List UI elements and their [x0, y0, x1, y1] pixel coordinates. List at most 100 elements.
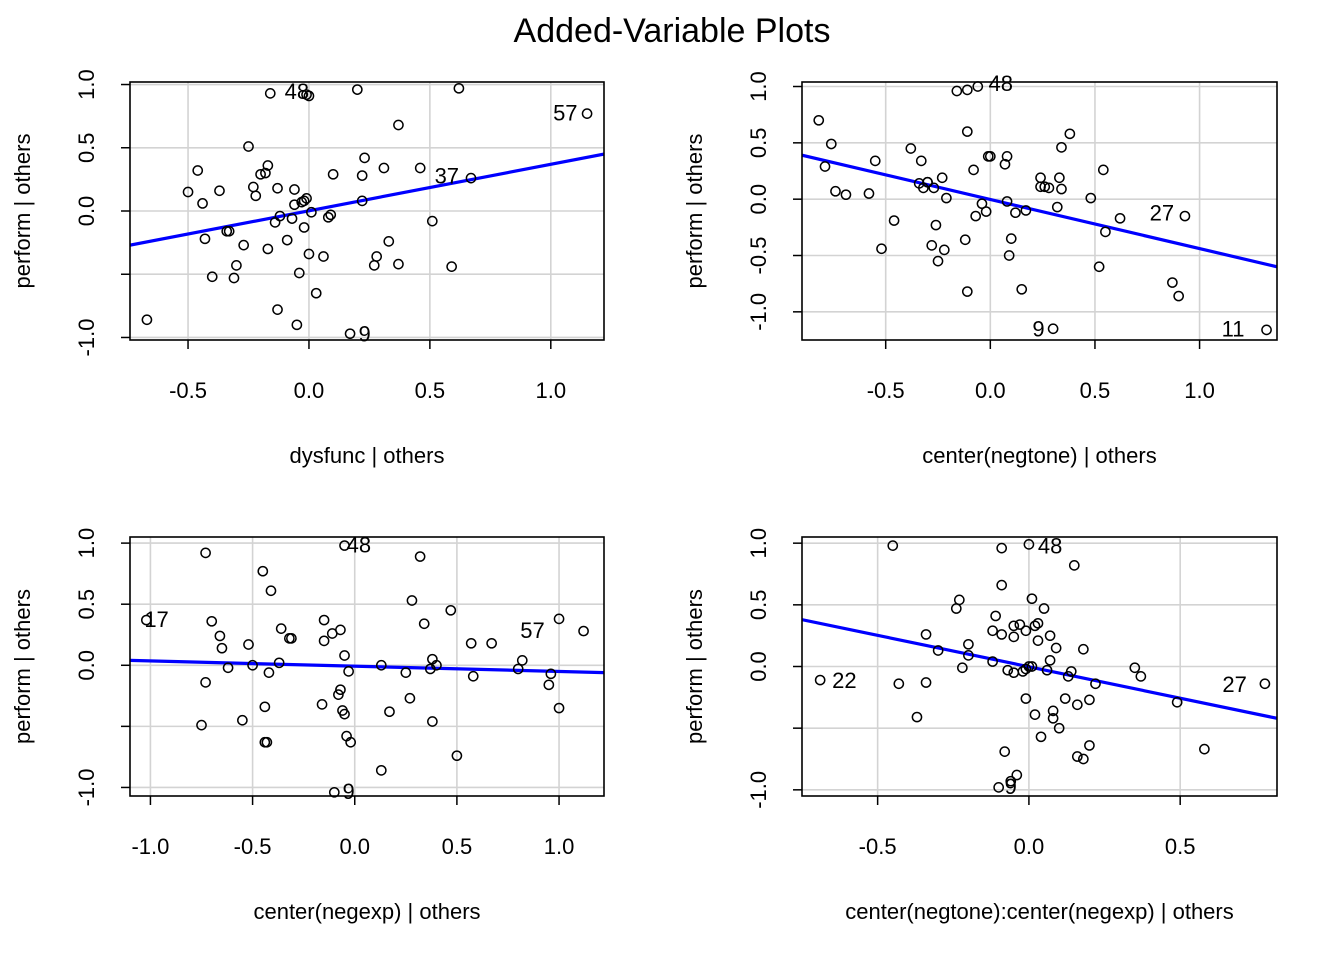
panel-4: 48 22 27 9 -0.5 0.0 0.5 -1.0 0.0 0.5 1.0 center(neg…: [682, 528, 1278, 924]
fit-line: [130, 658, 604, 675]
x-axis-label: center(negexp) | others: [253, 899, 480, 924]
point-label: 17: [144, 607, 168, 632]
x-tick-label: -1.0: [131, 834, 169, 859]
data-point: [257, 565, 269, 577]
data-point: [250, 190, 262, 202]
data-point: [298, 195, 310, 207]
data-point: [1032, 635, 1044, 646]
data-point: [941, 192, 952, 204]
data-point: [1038, 603, 1050, 614]
data-point: [996, 542, 1008, 554]
data-point: [406, 595, 418, 606]
data-point: [1011, 769, 1023, 781]
data-point: [922, 176, 933, 188]
data-point: [293, 267, 305, 279]
data-point: [1026, 593, 1038, 605]
data-point: [445, 604, 457, 616]
data-point: [339, 708, 350, 720]
data-point: [968, 164, 979, 176]
data-point: [265, 585, 277, 597]
data-point: [467, 670, 479, 682]
data-point: [1259, 678, 1271, 690]
data-point: [990, 610, 1001, 622]
data-point: [1199, 743, 1210, 755]
data-point: [214, 630, 226, 642]
data-point: [1129, 662, 1141, 674]
data-point: [961, 286, 973, 297]
plot-frame: [129, 536, 605, 797]
data-point: [222, 662, 234, 674]
data-point: [1078, 753, 1089, 765]
data-point: [318, 614, 330, 626]
data-point: [1056, 141, 1067, 153]
data-point: [1020, 205, 1032, 216]
data-point: [936, 172, 948, 184]
data-point: [1044, 630, 1056, 642]
data-point: [1167, 277, 1178, 288]
data-point: [1010, 207, 1021, 219]
data-point: [987, 656, 998, 667]
data-point: [325, 209, 337, 221]
data-point: [228, 272, 240, 284]
data-point: [928, 182, 940, 194]
y-tick-label: 1.0: [74, 528, 99, 559]
y-axis-label: perform | others: [682, 589, 707, 744]
y-tick-label: -0.5: [746, 237, 771, 275]
data-point: [819, 161, 831, 172]
data-point: [200, 677, 211, 688]
data-point: [905, 143, 917, 154]
data-point: [1071, 751, 1083, 762]
point-label: 27: [1222, 672, 1246, 697]
data-point: [993, 782, 1005, 793]
data-point: [414, 162, 426, 174]
data-point: [996, 579, 1008, 591]
x-tick-label: 0.0: [339, 834, 370, 859]
x-axis-label: center(negtone):center(negexp) | others: [845, 899, 1234, 924]
y-axis-label: perform | others: [682, 134, 707, 289]
data-point: [1064, 128, 1076, 140]
data-point: [206, 271, 218, 283]
data-point: [1005, 233, 1017, 244]
data-point: [231, 260, 242, 271]
data-point: [1005, 775, 1017, 787]
data-point: [1039, 181, 1051, 193]
data-point: [275, 623, 287, 634]
data-point: [516, 655, 528, 666]
data-point: [1020, 625, 1032, 637]
x-axis-label: center(negtone) | others: [922, 443, 1156, 468]
y-tick-label: 0.5: [74, 132, 99, 163]
data-point: [1135, 671, 1147, 682]
data-point: [260, 167, 271, 179]
data-point: [1173, 290, 1185, 302]
y-axis-label: perform | others: [10, 589, 35, 744]
data-point: [286, 213, 298, 224]
data-point: [383, 236, 395, 247]
data-point: [453, 82, 465, 94]
data-point: [263, 667, 275, 678]
data-point: [272, 182, 283, 194]
y-tick-label: 0.5: [746, 590, 771, 621]
data-point: [200, 547, 211, 559]
data-point: [984, 151, 996, 162]
y-tick-label: -1.0: [74, 768, 99, 806]
data-point: [980, 206, 992, 217]
y-tick-label: -1.0: [746, 293, 771, 331]
data-point: [196, 719, 207, 731]
point-label: 9: [1032, 317, 1044, 342]
data-point: [1097, 164, 1109, 176]
data-point: [996, 629, 1008, 640]
data-point: [243, 141, 254, 152]
point-label: 48: [1038, 534, 1062, 559]
point-label: 57: [520, 618, 544, 643]
data-point: [840, 189, 852, 201]
data-point: [393, 258, 404, 270]
data-point: [400, 667, 412, 678]
data-point: [1041, 664, 1053, 676]
data-point: [356, 195, 368, 207]
data-point: [1100, 226, 1111, 238]
x-tick-label: 0.5: [442, 834, 473, 859]
data-point: [339, 540, 350, 551]
data-point: [345, 736, 357, 748]
data-point: [255, 168, 266, 180]
data-point: [328, 786, 340, 798]
